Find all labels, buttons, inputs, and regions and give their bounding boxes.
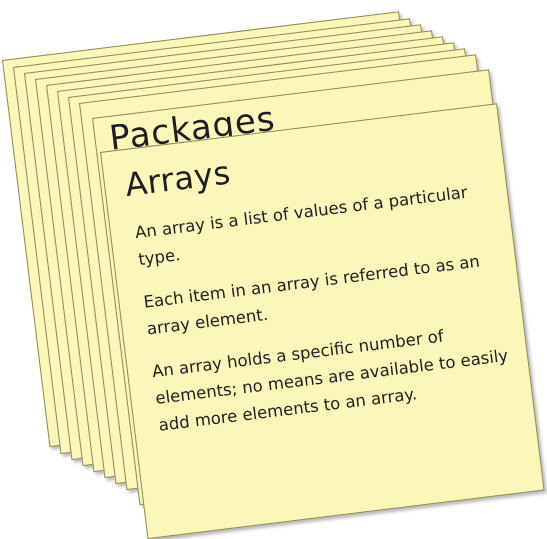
- sticky-note-arrays: Arrays An array is a list of values of a…: [100, 103, 545, 539]
- note-title: Arrays: [122, 153, 233, 205]
